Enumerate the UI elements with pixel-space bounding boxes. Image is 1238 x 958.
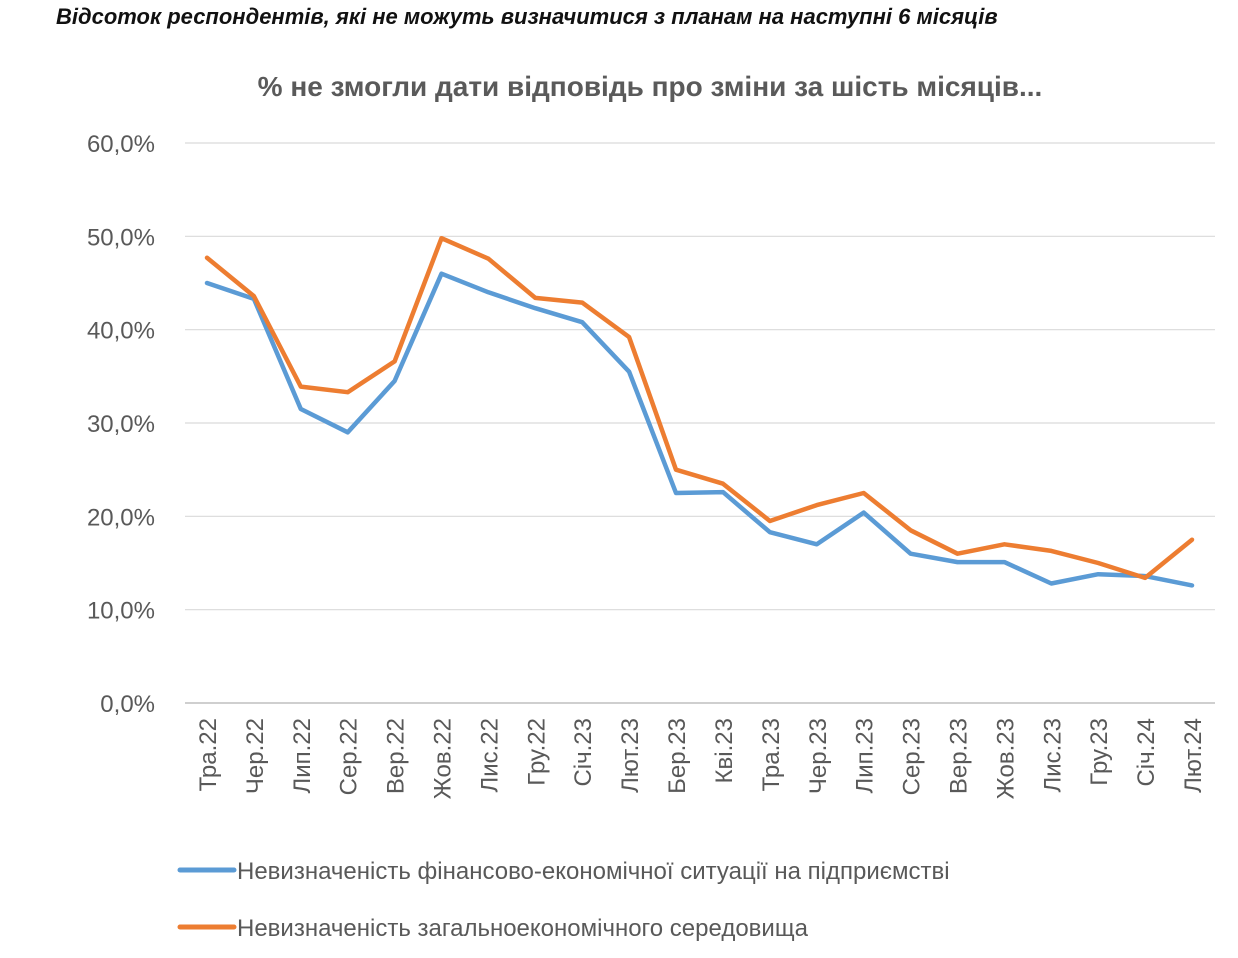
x-tick-label: Лип.22	[289, 718, 316, 794]
x-tick-label: Лис.23	[1039, 718, 1066, 793]
x-tick-label: Гру.22	[523, 718, 550, 786]
legend: Невизначеність фінансово-економічної сит…	[177, 858, 950, 942]
page-title: Відсоток респондентів, які не можуть виз…	[56, 4, 998, 29]
x-tick-label: Чер.23	[805, 718, 832, 794]
chart-title: % не змогли дати відповідь про зміни за …	[258, 71, 1043, 102]
gridlines	[185, 142, 1215, 704]
series-line-2	[204, 235, 1195, 581]
x-tick-label: Кві.23	[711, 718, 738, 783]
x-tick-label: Гру.23	[1086, 718, 1113, 786]
y-tick-label: 10,0%	[87, 598, 155, 625]
x-tick-label: Лют.23	[617, 718, 644, 793]
y-tick-label: 0,0%	[100, 691, 155, 718]
y-tick-label: 20,0%	[87, 504, 155, 531]
series-line-1	[204, 271, 1195, 588]
y-tick-label: 40,0%	[87, 318, 155, 345]
x-tick-label: Чер.22	[242, 718, 269, 794]
y-tick-label: 50,0%	[87, 224, 155, 251]
page-header: Відсоток респондентів, які не можуть виз…	[0, 0, 1238, 40]
x-tick-label: Вер.23	[945, 718, 972, 794]
y-tick-label: 60,0%	[87, 131, 155, 158]
x-tick-label: Січ.24	[1133, 718, 1160, 787]
x-tick-label: Січ.23	[570, 718, 597, 787]
x-tick-label: Сер.22	[336, 718, 363, 795]
x-tick-label: Тра.23	[758, 718, 785, 791]
x-tick-label: Жов.23	[992, 718, 1019, 799]
y-axis: 0,0% 10,0% 20,0% 30,0% 40,0% 50,0% 60,0%	[87, 131, 155, 718]
legend-label-2: Невизначеність загальноекономічного сере…	[237, 915, 809, 942]
x-tick-label: Лют.24	[1180, 718, 1207, 793]
x-tick-label: Тра.22	[195, 718, 222, 791]
x-tick-label: Сер.23	[899, 718, 926, 795]
x-tick-label: Лип.23	[852, 718, 879, 794]
x-tick-label: Вер.22	[383, 718, 410, 794]
x-tick-label: Бер.23	[664, 718, 691, 794]
series-layer	[204, 235, 1195, 588]
x-axis: Тра.22 Чер.22 Лип.22 Сер.22 Вер.22 Жов.22 Лис.…	[195, 718, 1207, 799]
legend-label-1: Невизначеність фінансово-економічної сит…	[237, 858, 950, 885]
x-tick-label: Жов.22	[430, 718, 457, 799]
x-tick-label: Лис.22	[476, 718, 503, 793]
y-tick-label: 30,0%	[87, 411, 155, 438]
